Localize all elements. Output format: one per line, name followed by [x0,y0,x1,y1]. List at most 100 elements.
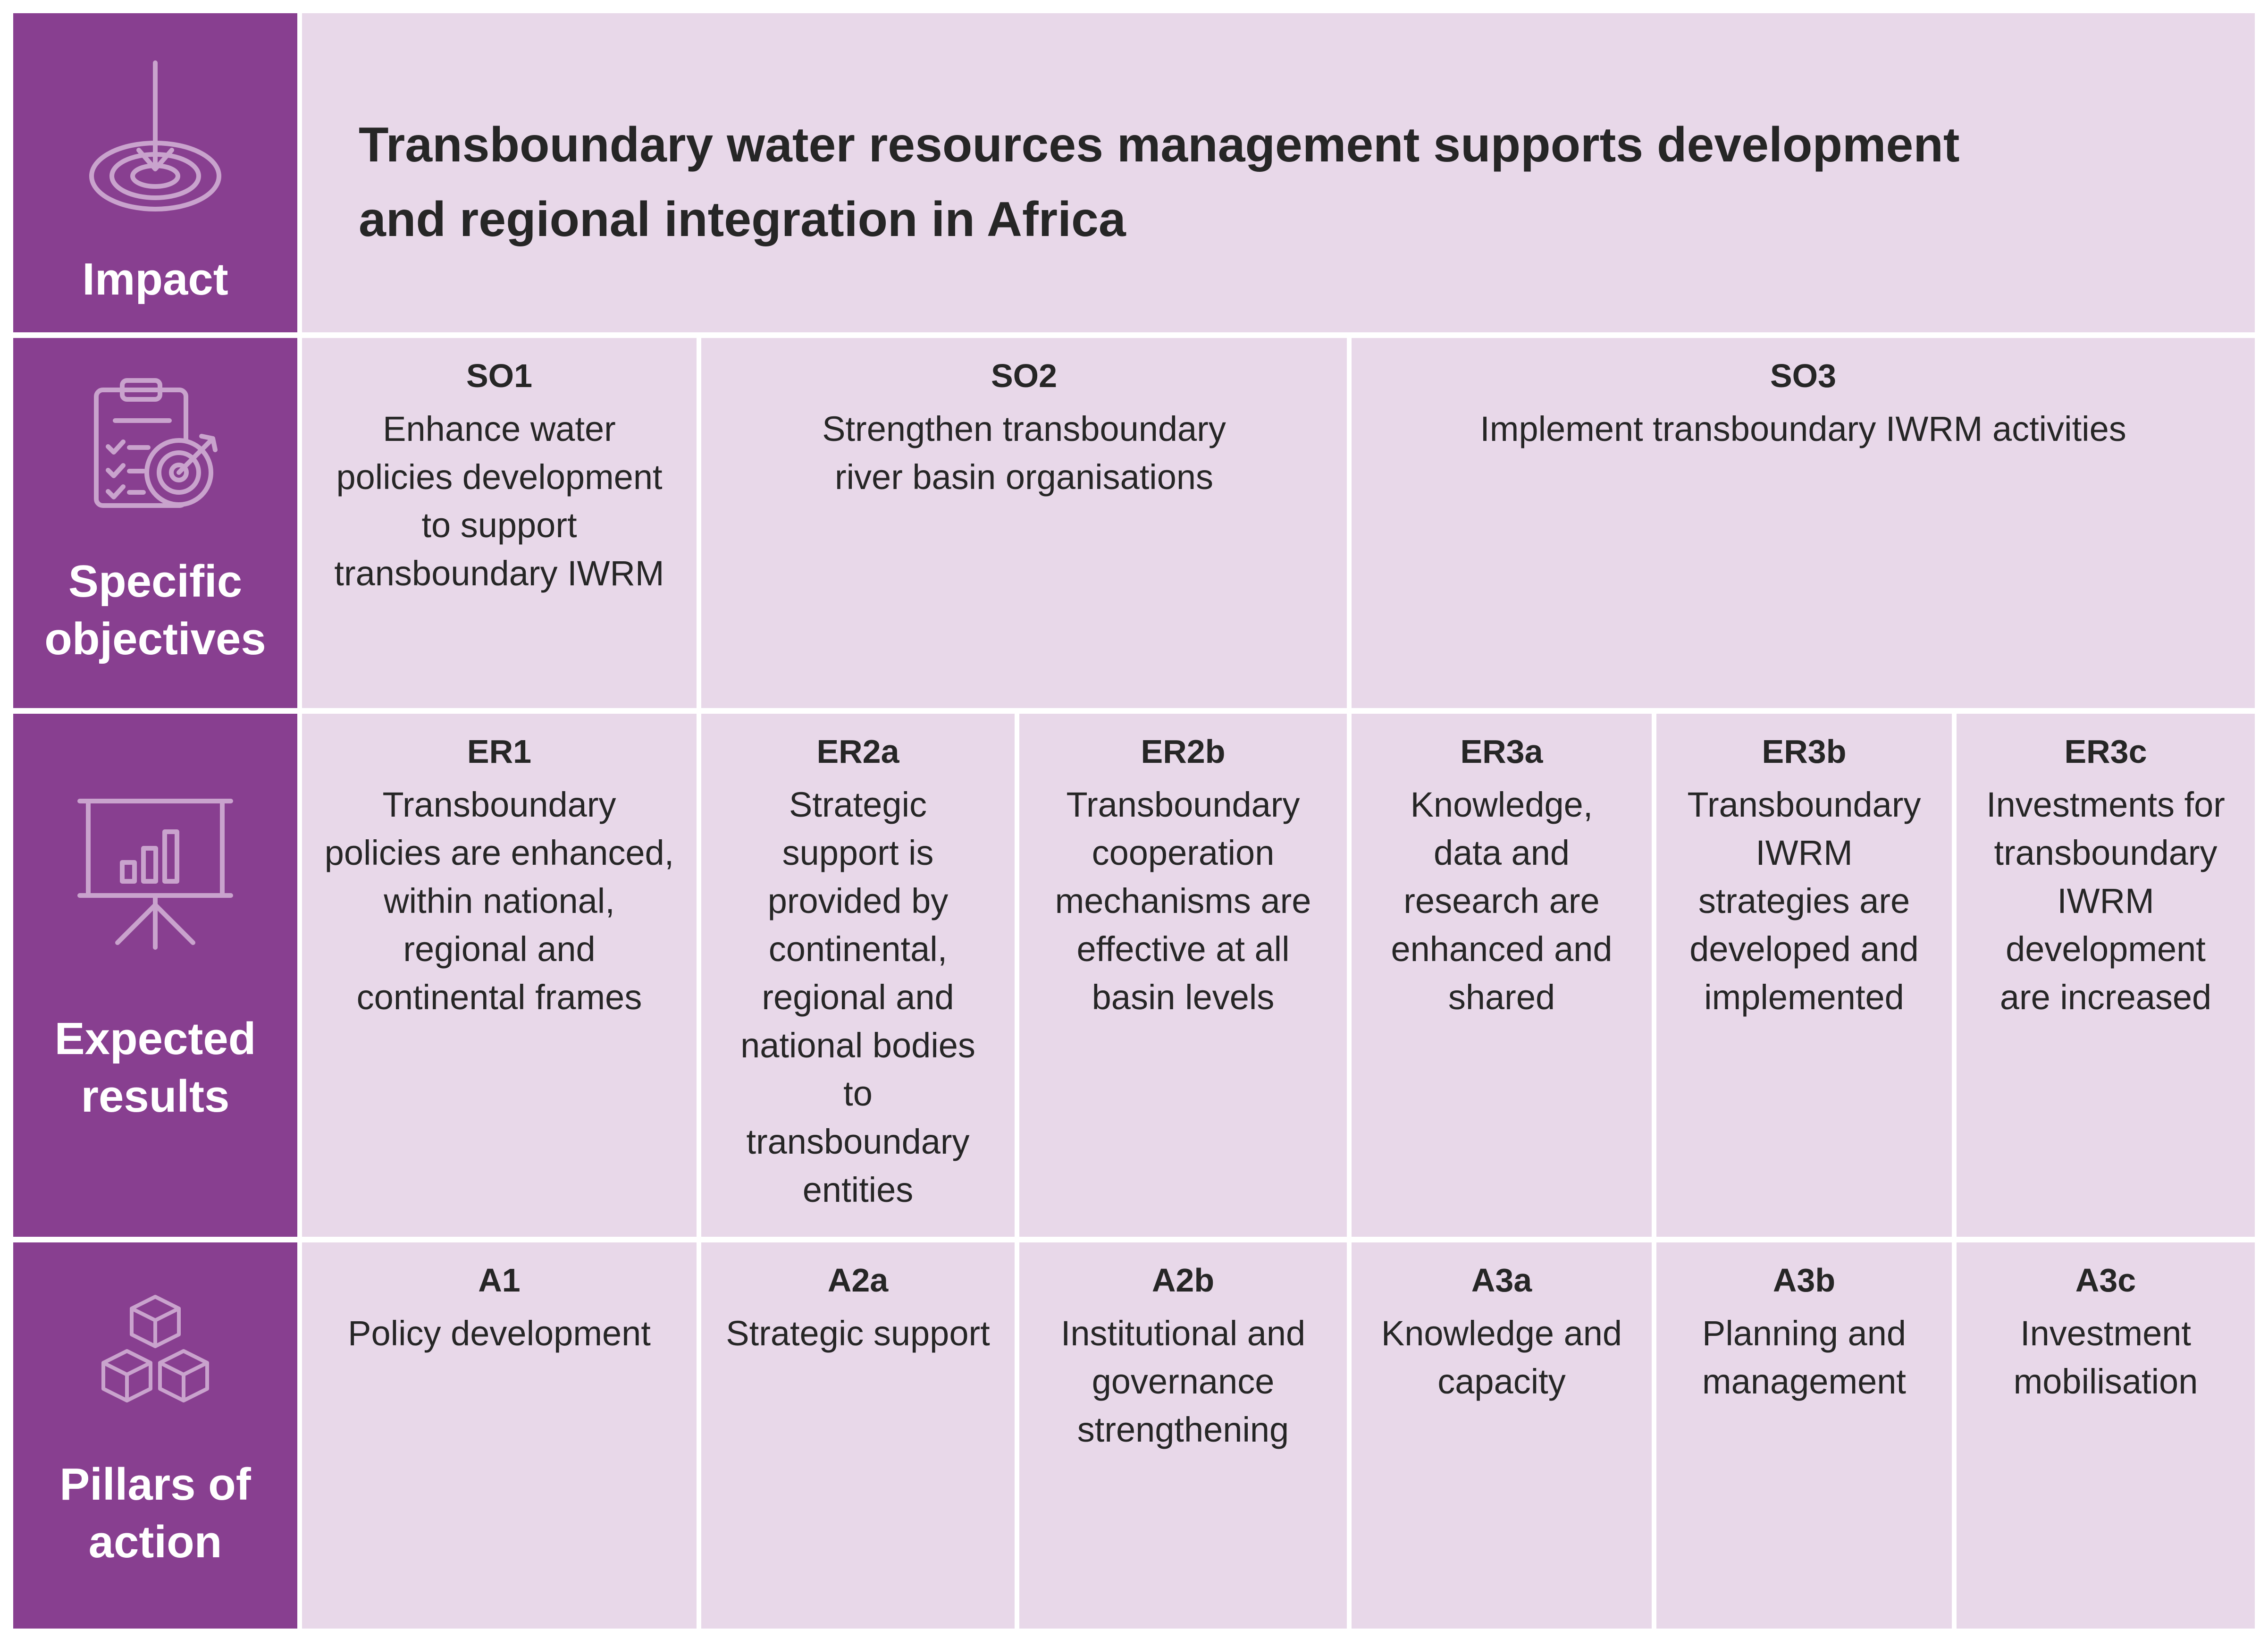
results-row-header: Expected results [13,714,297,1237]
objective-description: Implement transboundary IWRM activities [1352,405,2255,453]
result-description-line: strategies are [1698,881,1910,920]
result-cell-er3c: ER3c Investments for transboundary IWRM … [1957,714,2255,1237]
pillar-description: Knowledge and capacity [1352,1309,1652,1406]
result-description-line: Strategic [789,785,927,824]
pillar-cell-a3c: A3c Investment mobilisation [1957,1242,2255,1629]
pillars-label: Pillars of action [13,1456,297,1571]
result-cell-er3b: ER3b Transboundary IWRM strategies are d… [1656,714,1952,1237]
impact-row-header: Impact [13,13,297,332]
pillar-description-line: Policy development [348,1314,651,1353]
pillar-description-line: mobilisation [2013,1362,2198,1401]
objective-description-line: transboundary IWRM [334,554,664,593]
result-description-line: data and [1433,833,1570,872]
result-description-line: effective at all [1076,929,1290,969]
objective-cell-so3: SO3 Implement transboundary IWRM activit… [1352,338,2255,708]
result-code: ER2b [1141,733,1226,770]
result-description-line: provided by [767,881,949,920]
objectives-label-line: objectives [44,614,266,664]
pillar-description-line: capacity [1437,1362,1566,1401]
result-description: Investments for transboundary IWRM devel… [1957,781,2255,1022]
pillar-description-line: Knowledge and [1381,1314,1622,1353]
objectives-label-line: Specific [68,556,243,607]
result-description: Strategic support is provided by contine… [701,781,1015,1214]
result-description-line: shared [1448,978,1555,1017]
result-cell-er2a: ER2a Strategic support is provided by co… [701,714,1015,1237]
impact-label: Impact [82,254,228,304]
pillar-description: Strategic support [701,1309,1015,1358]
result-code: ER3a [1460,733,1543,770]
impact-statement: Transboundary water resources management… [359,108,2113,257]
result-description-line: continental frames [356,978,642,1017]
result-description-line: mechanisms are [1055,881,1311,920]
result-description-line: research are [1403,881,1600,920]
objective-description-line: policies development [336,457,663,497]
pillars-label-line: action [88,1517,222,1567]
result-code: ER3b [1762,733,1847,770]
pillar-description: Policy development [302,1309,697,1358]
objective-code: SO3 [1770,357,1837,394]
pillar-cell-a3b: A3b Planning and management [1656,1242,1952,1629]
objective-cell-so1: SO1 Enhance water policies development t… [302,338,697,708]
result-description-line: Transboundary [1066,785,1300,824]
target-arrow-icon [89,60,221,211]
pillar-description-line: strengthening [1077,1410,1289,1449]
pillar-code: A3a [1471,1262,1532,1299]
pillar-code: A2a [827,1262,889,1299]
result-description-line: implemented [1704,978,1904,1017]
result-description-line: transboundary [746,1122,970,1161]
pillar-description-line: management [1702,1362,1906,1401]
result-cell-er2b: ER2b Transboundary cooperation mechanism… [1019,714,1347,1237]
objective-description: Enhance water policies development to su… [302,405,697,598]
pillar-description-line: Institutional and [1060,1314,1306,1353]
result-cell-er3a: ER3a Knowledge, data and research are en… [1352,714,1652,1237]
result-description: Transboundary IWRM strategies are develo… [1656,781,1952,1022]
result-description-line: developed and [1689,929,1919,969]
objectives-label: Specific objectives [13,553,297,668]
result-description-line: regional and [762,978,954,1017]
objective-description: Strengthen transboundary river basin org… [701,405,1347,501]
objective-description-line: Strengthen transboundary [822,409,1226,448]
result-cell-er1: ER1 Transboundary policies are enhanced,… [302,714,697,1237]
result-description: Knowledge, data and research are enhance… [1352,781,1652,1022]
result-description-line: entities [802,1170,914,1209]
result-description-line: IWRM [2057,881,2154,920]
result-description-line: to [843,1074,873,1113]
result-description-line: Transboundary [1687,785,1921,824]
impact-statement-line: and regional integration in Africa [359,192,1126,247]
result-description-line: development [2006,929,2206,969]
pillar-description: Planning and management [1656,1309,1952,1406]
results-label: Expected results [13,1010,297,1125]
pillars-row-header: Pillars of action [13,1242,297,1629]
results-label-line: Expected [54,1013,256,1064]
result-description-line: Transboundary [382,785,616,824]
objective-description-line: Enhance water [383,409,616,448]
pillar-description-line: Strategic support [726,1314,990,1353]
objective-code: SO1 [466,357,533,394]
objectives-row-header: Specific objectives [13,338,297,708]
result-description: Transboundary cooperation mechanisms are… [1019,781,1347,1022]
pillar-code: A3c [2075,1262,2136,1299]
clipboard-target-icon [94,378,218,508]
result-description-line: policies are enhanced, [324,833,674,872]
objective-description-line: river basin organisations [834,457,1214,497]
result-description-line: enhanced and [1391,929,1613,969]
presentation-chart-icon [77,799,233,950]
objective-code: SO2 [991,357,1058,394]
results-label-line: results [81,1071,230,1122]
result-description-line: national bodies [740,1026,975,1065]
pillar-cell-a2b: A2b Institutional and governance strengt… [1019,1242,1347,1629]
impact-statement-cell: Transboundary water resources management… [302,13,2255,332]
result-description: Transboundary policies are enhanced, wit… [302,781,697,1022]
pillar-description-line: Planning and [1702,1314,1907,1353]
result-description-line: support is [782,833,934,872]
result-description-line: continental, [768,929,948,969]
result-description-line: IWRM [1756,833,1853,872]
result-description-line: transboundary [1994,833,2218,872]
pillar-cell-a2a: A2a Strategic support [701,1242,1015,1629]
result-code: ER3c [2064,733,2147,770]
impact-statement-line: Transboundary water resources management… [359,118,1960,172]
result-description-line: Investments for [1986,785,2225,824]
result-description-line: regional and [403,929,596,969]
stacked-cubes-icon [101,1295,209,1402]
result-description-line: Knowledge, [1410,785,1593,824]
